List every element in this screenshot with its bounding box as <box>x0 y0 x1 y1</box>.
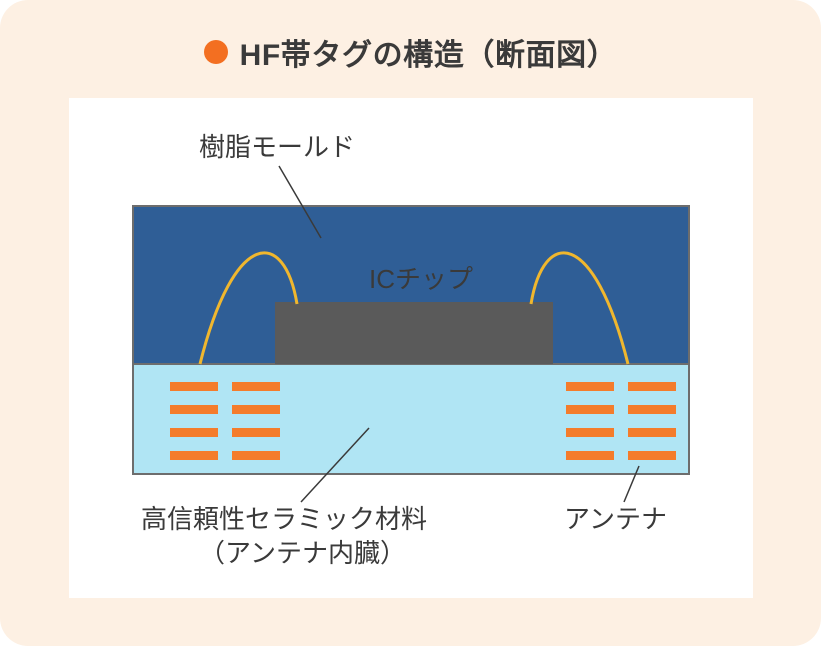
page-title: HF帯タグの構造（断面図） <box>240 30 618 74</box>
antenna-bar <box>170 405 218 414</box>
antenna-bar <box>566 382 614 391</box>
ic-chip <box>275 302 553 364</box>
cross-section-diagram: 樹脂モールド ICチップ高信頼性セラミック材料 （アンテナ内臓） アンテナ <box>69 98 753 598</box>
label-ic-chip: ICチップ <box>369 264 473 294</box>
antenna-bar <box>232 428 280 437</box>
label-ceramic-2: （アンテナ内臓） <box>199 538 406 568</box>
antenna-bar <box>232 382 280 391</box>
antenna-bar <box>566 451 614 460</box>
title-row: HF帯タグの構造（断面図） <box>34 30 787 74</box>
page-root: HF帯タグの構造（断面図） 樹脂モールド ICチップ高信頼性セラミック材料 （アンテ… <box>0 0 821 646</box>
antenna-bar <box>628 428 676 437</box>
antenna-bar <box>170 382 218 391</box>
bullet-icon <box>204 40 228 64</box>
antenna-bar <box>628 451 676 460</box>
antenna-bar <box>170 428 218 437</box>
antenna-bar <box>232 451 280 460</box>
antenna-bar <box>170 451 218 460</box>
antenna-bar <box>628 405 676 414</box>
antenna-bar <box>232 405 280 414</box>
antenna-bar <box>628 382 676 391</box>
label-resin-mold: 樹脂モールド <box>199 132 355 162</box>
antenna-bar <box>566 405 614 414</box>
label-antenna: アンテナ <box>564 504 667 534</box>
diagram-panel: 樹脂モールド ICチップ高信頼性セラミック材料 （アンテナ内臓） アンテナ <box>69 98 753 598</box>
label-ceramic-1: 高信頼性セラミック材料 <box>141 504 427 534</box>
antenna-bar <box>566 428 614 437</box>
